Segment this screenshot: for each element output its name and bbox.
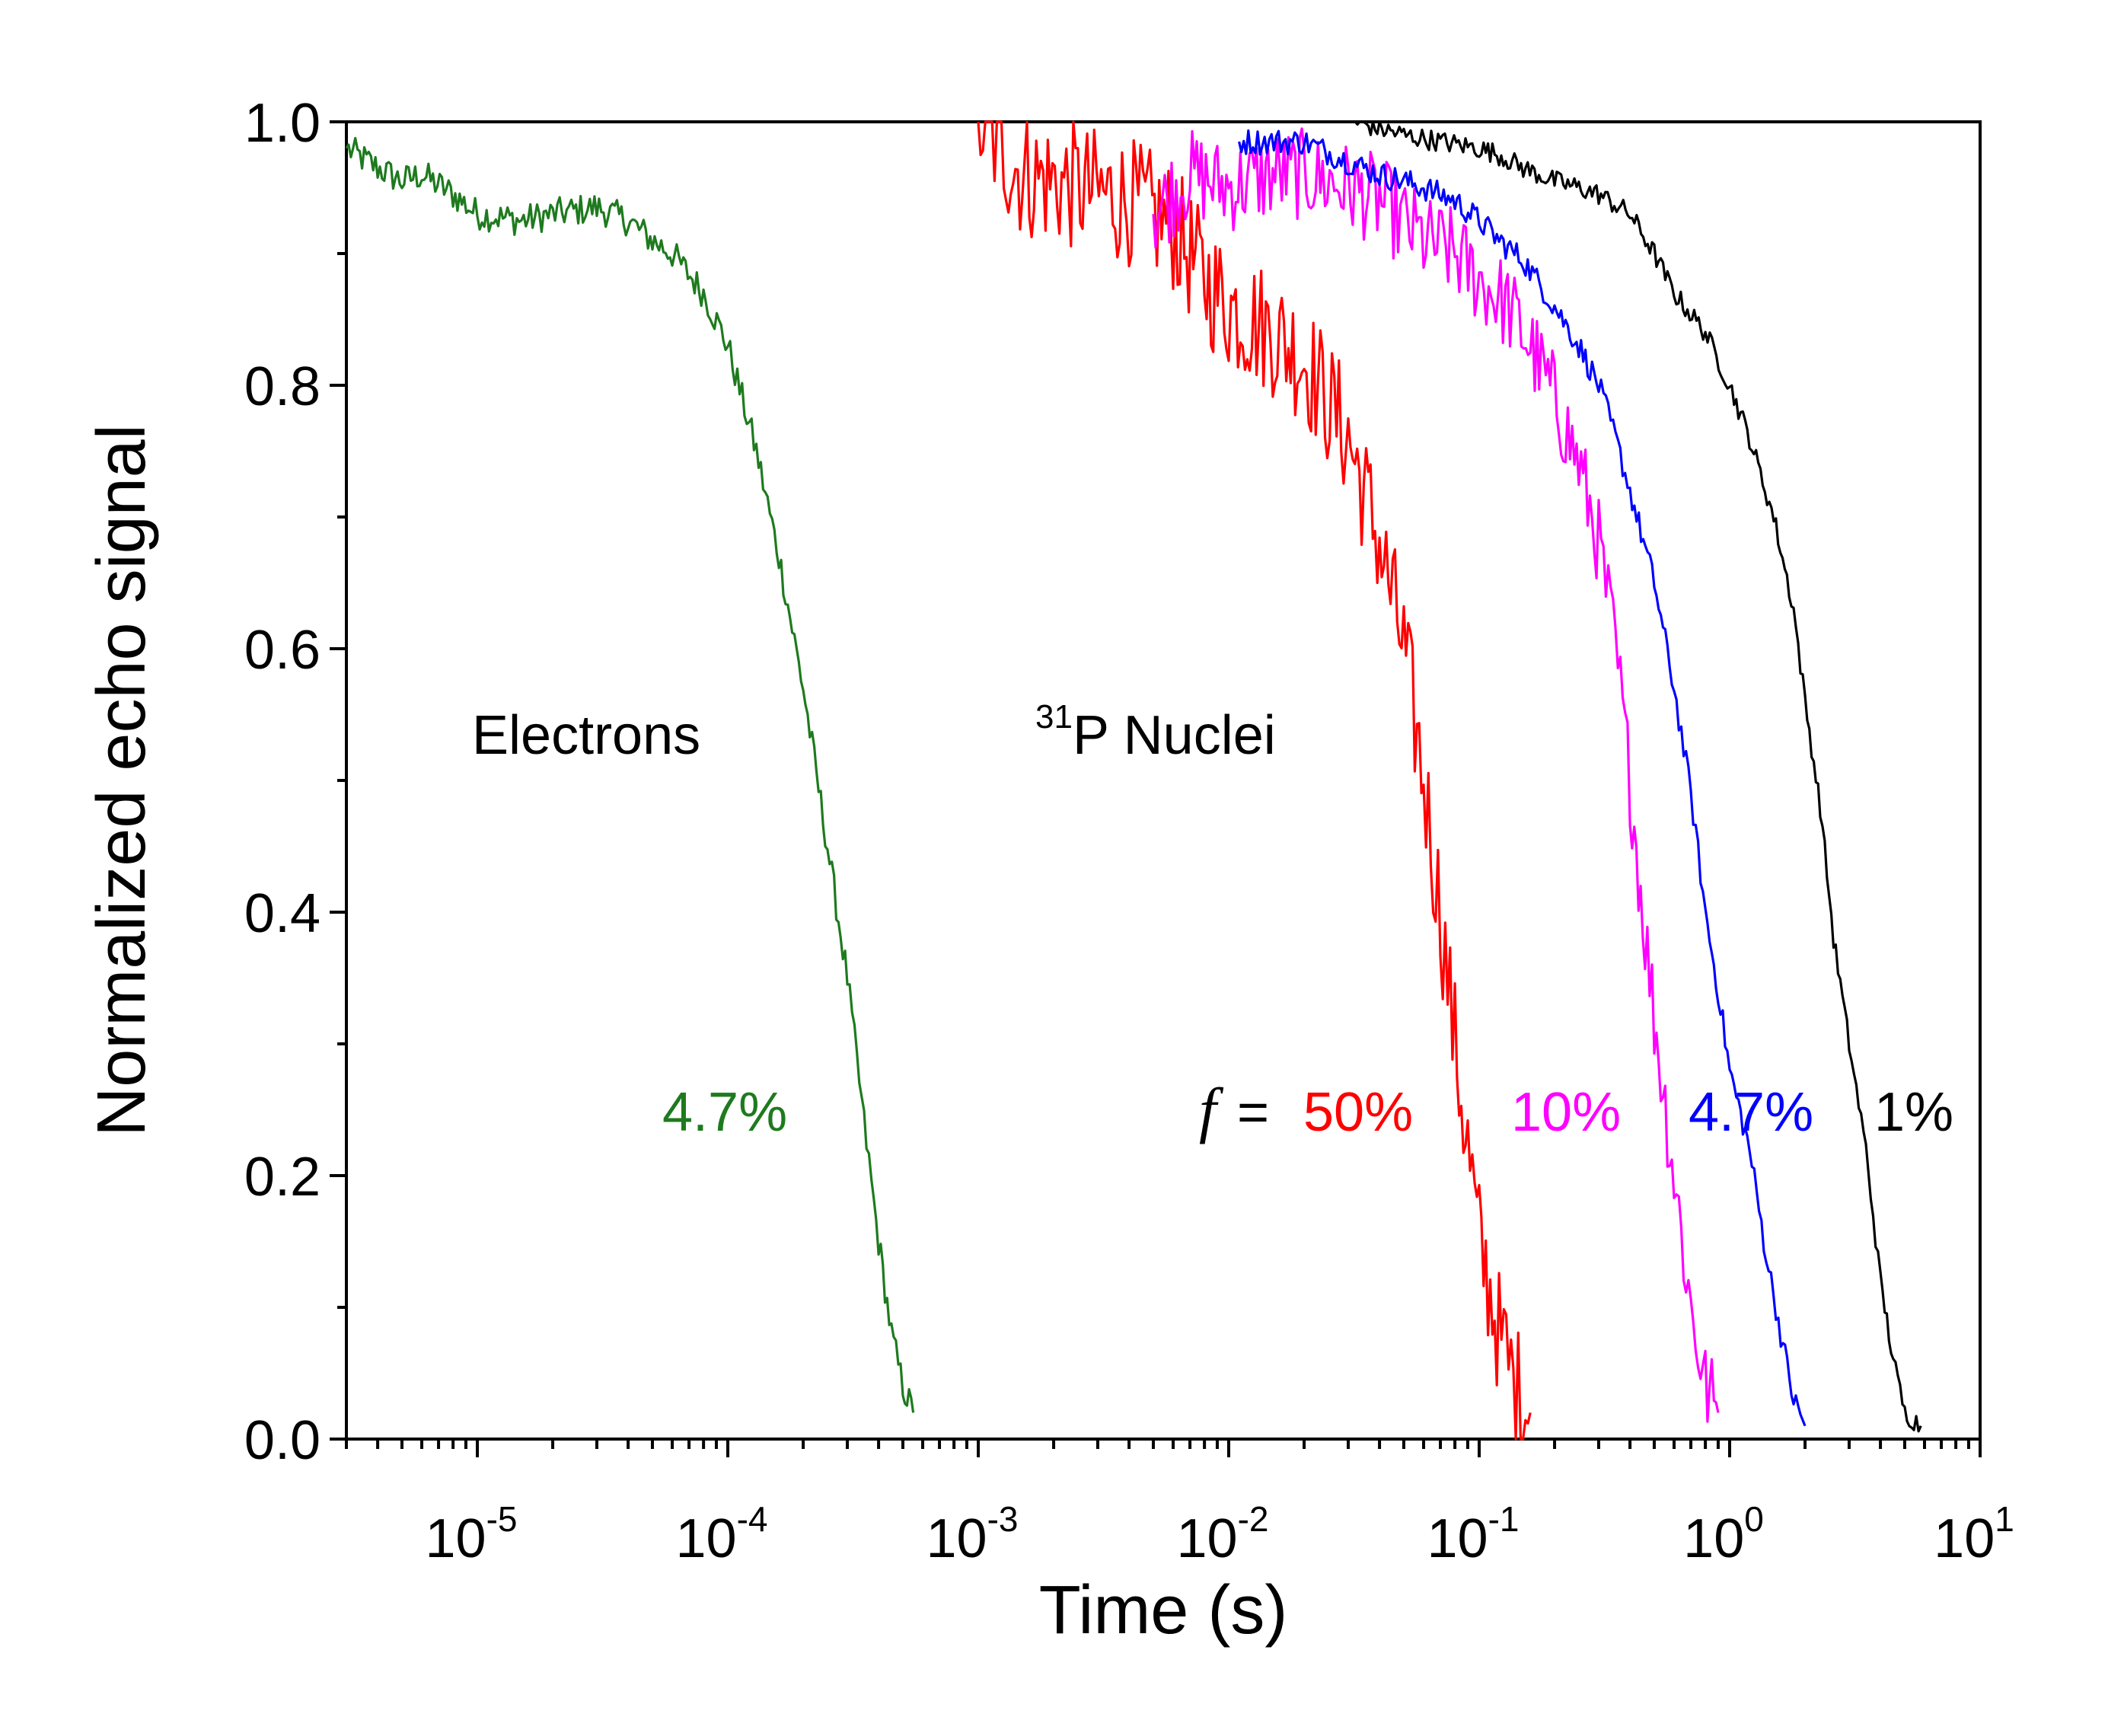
y-axis-title: Normalized echo signal bbox=[84, 424, 160, 1136]
x-tick-exponent: -4 bbox=[737, 1499, 768, 1539]
x-tick-exponent: -1 bbox=[1488, 1499, 1520, 1539]
label-electrons-pct: 4.7% bbox=[662, 1082, 787, 1143]
x-axis-title: Time (s) bbox=[1039, 1572, 1288, 1648]
series-line-1 bbox=[977, 120, 1532, 1441]
x-tick-label: 10-3 bbox=[926, 1499, 1019, 1569]
x-tick-exponent: -3 bbox=[987, 1499, 1019, 1539]
series-line-0 bbox=[345, 136, 915, 1413]
annotation-electrons: Electrons bbox=[472, 705, 700, 766]
x-tick-base: 10 bbox=[1177, 1508, 1238, 1569]
x-tick-exponent: 1 bbox=[1995, 1499, 2014, 1539]
label-4.7pct-nuclei: 4.7% bbox=[1689, 1082, 1813, 1143]
x-tick-label: 101 bbox=[1934, 1499, 2014, 1569]
y-tick-label: 0.4 bbox=[244, 883, 321, 944]
label-f-symbol: f bbox=[1199, 1075, 1224, 1144]
x-tick-base: 10 bbox=[1427, 1508, 1488, 1569]
y-tick-label: 1.0 bbox=[244, 93, 321, 154]
plot-frame bbox=[345, 120, 1982, 1441]
x-tick-base: 10 bbox=[1934, 1508, 1995, 1569]
x-tick-exponent: -2 bbox=[1238, 1499, 1269, 1539]
x-tick-exponent: 0 bbox=[1744, 1499, 1764, 1539]
annotation-nuclei-superscript: 31 bbox=[1035, 698, 1073, 736]
x-tick-label: 10-2 bbox=[1177, 1499, 1269, 1569]
y-tick-label: 0.6 bbox=[244, 620, 321, 681]
series-group bbox=[345, 120, 1922, 1441]
x-tick-label: 100 bbox=[1683, 1499, 1764, 1569]
x-tick-base: 10 bbox=[926, 1508, 987, 1569]
label-1pct: 1% bbox=[1874, 1082, 1953, 1143]
x-tick-base: 10 bbox=[1683, 1508, 1744, 1569]
y-tick-label: 0.8 bbox=[244, 356, 321, 417]
series-line-2 bbox=[1152, 127, 1720, 1423]
x-tick-base: 10 bbox=[676, 1508, 737, 1569]
y-tick-label: 0.2 bbox=[244, 1147, 321, 1208]
x-axis: 10-5 10-4 10-3 10-2 10-1 100 101 bbox=[345, 1439, 2014, 1569]
x-tick-label: 10-1 bbox=[1427, 1499, 1520, 1569]
series-line-3 bbox=[1238, 129, 1807, 1427]
label-50pct: 50% bbox=[1303, 1082, 1413, 1143]
annotation-nuclei: 31P Nuclei bbox=[1035, 698, 1276, 766]
annotation-nuclei-text: P Nuclei bbox=[1073, 705, 1276, 766]
x-tick-exponent: -5 bbox=[486, 1499, 518, 1539]
y-tick-label: 0.0 bbox=[244, 1410, 321, 1471]
label-equals: = bbox=[1222, 1082, 1269, 1143]
label-10pct: 10% bbox=[1511, 1082, 1621, 1143]
x-tick-base: 10 bbox=[426, 1508, 486, 1569]
y-axis: 0.0 0.2 0.4 0.6 0.8 1.0 bbox=[244, 93, 346, 1471]
series-line-4 bbox=[1354, 120, 1922, 1433]
x-tick-label: 10-4 bbox=[676, 1499, 768, 1569]
x-tick-label: 10-5 bbox=[426, 1499, 518, 1569]
